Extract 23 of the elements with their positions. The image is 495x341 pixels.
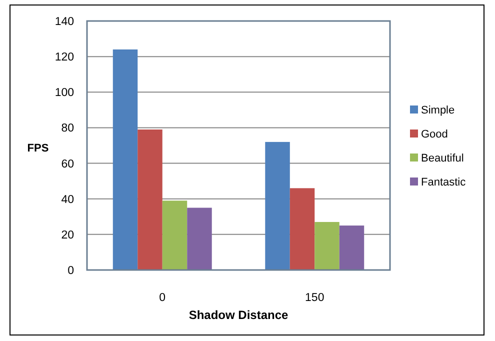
- x-tick-label: 150: [305, 292, 324, 304]
- y-tick-label: 0: [68, 265, 74, 278]
- bar: [138, 129, 162, 270]
- legend-label: Beautiful: [421, 152, 464, 164]
- bar: [265, 142, 290, 270]
- bar: [187, 208, 212, 270]
- bar: [112, 49, 138, 270]
- bar: [162, 200, 188, 270]
- y-tick-label: 120: [54, 52, 74, 64]
- bar: [314, 222, 340, 270]
- y-tick-label: 140: [54, 16, 74, 28]
- y-tick-label: 80: [61, 122, 74, 135]
- legend-label: Fantastic: [421, 176, 466, 188]
- y-tick-label: 60: [61, 158, 74, 170]
- bar: [290, 188, 315, 270]
- y-tick-label: 20: [61, 229, 74, 242]
- bar: [339, 226, 364, 270]
- legend-label: Simple: [421, 104, 455, 116]
- legend-label: Good: [421, 128, 448, 140]
- x-axis-title: Shadow Distance: [188, 308, 289, 322]
- y-tick-label: 40: [61, 194, 74, 206]
- y-axis-title: FPS: [27, 142, 49, 154]
- y-tick-label: 100: [54, 87, 74, 100]
